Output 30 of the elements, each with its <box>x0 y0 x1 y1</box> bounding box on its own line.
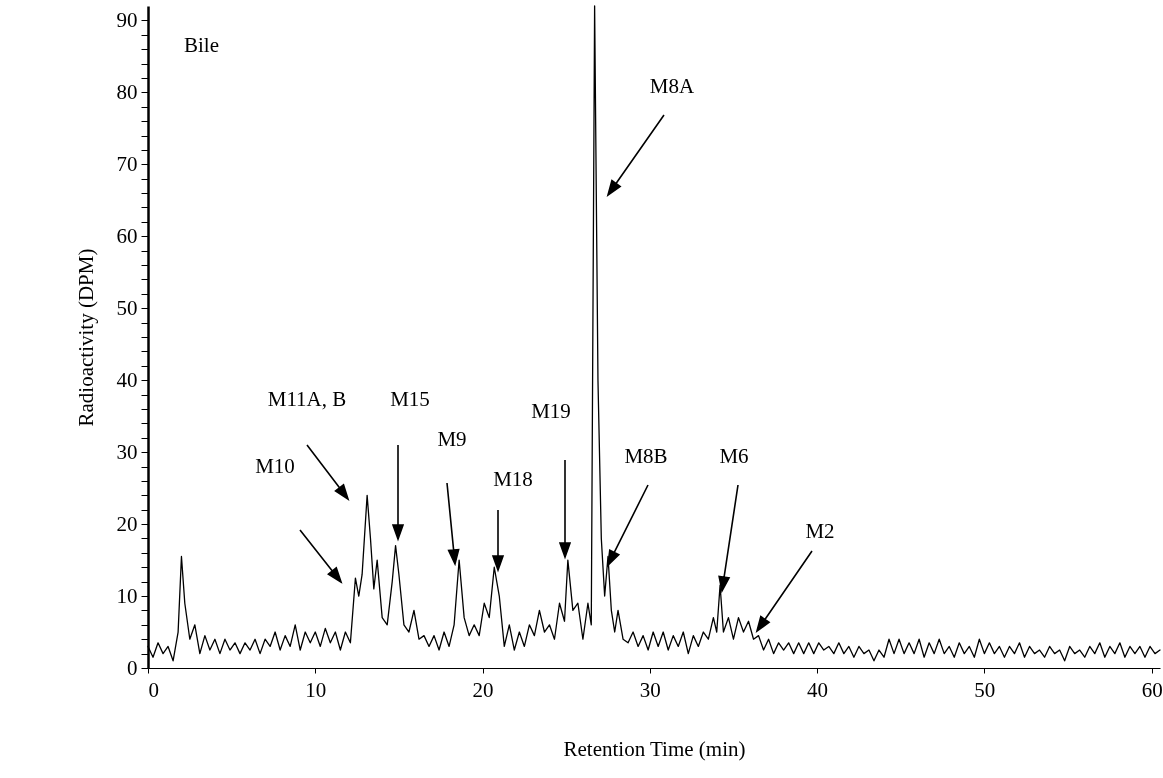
x-tick-label: 0 <box>148 677 159 702</box>
annotation: M15 <box>390 387 430 411</box>
annotation: M6 <box>719 444 749 468</box>
x-tick-label: 20 <box>472 677 494 702</box>
x-tick-label: 50 <box>974 677 996 702</box>
y-tick-label: 70 <box>116 151 138 176</box>
y-tick-label: 20 <box>116 511 138 536</box>
annotation: M8B <box>624 444 668 468</box>
y-tick-label: 0 <box>127 655 138 680</box>
annotation: M9 <box>437 427 467 451</box>
annotation: M8A <box>649 74 695 98</box>
y-tick-label: 50 <box>116 295 138 320</box>
y-tick-label: 10 <box>116 583 138 608</box>
x-tick-label: 60 <box>1141 677 1163 702</box>
annotation: M11A, B <box>267 387 347 411</box>
x-tick-label: 30 <box>639 677 661 702</box>
x-axis-title: Retention Time (min) <box>563 736 746 761</box>
annotation: M10 <box>255 454 295 478</box>
y-tick-label: 60 <box>116 223 138 248</box>
y-axis-title: Radioactivity (DPM) <box>73 248 98 427</box>
y-tick-label: 80 <box>116 79 138 104</box>
y-tick-label: 90 <box>116 7 138 32</box>
annotation: M19 <box>531 399 571 423</box>
annotation: M2 <box>805 519 835 543</box>
annotation: Bile <box>184 33 219 57</box>
x-tick-label: 40 <box>807 677 829 702</box>
y-tick-label: 30 <box>116 439 138 464</box>
y-tick-label: 40 <box>116 367 138 392</box>
annotation: M18 <box>493 467 533 491</box>
x-tick-label: 10 <box>305 677 327 702</box>
